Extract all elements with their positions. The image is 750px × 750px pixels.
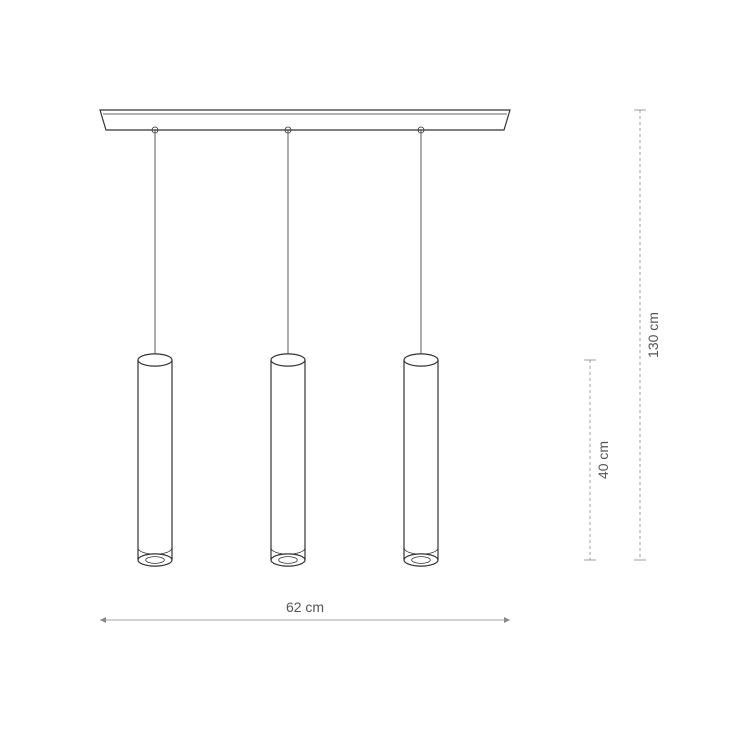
dimension-width: 62 cm <box>100 599 510 623</box>
dimension-height-pendant-label: 40 cm <box>595 441 611 479</box>
dimension-height-full-label: 130 cm <box>645 312 661 358</box>
dimension-width-label: 62 cm <box>286 599 324 615</box>
canopy <box>100 110 510 130</box>
technical-diagram: 62 cm 130 cm 40 cm <box>0 0 750 750</box>
pendant-1 <box>138 354 172 566</box>
pendant-2 <box>271 354 305 566</box>
pendant-3 <box>404 354 438 566</box>
dimension-height-pendant: 40 cm <box>584 360 611 560</box>
dimension-height-full: 130 cm <box>634 110 661 560</box>
